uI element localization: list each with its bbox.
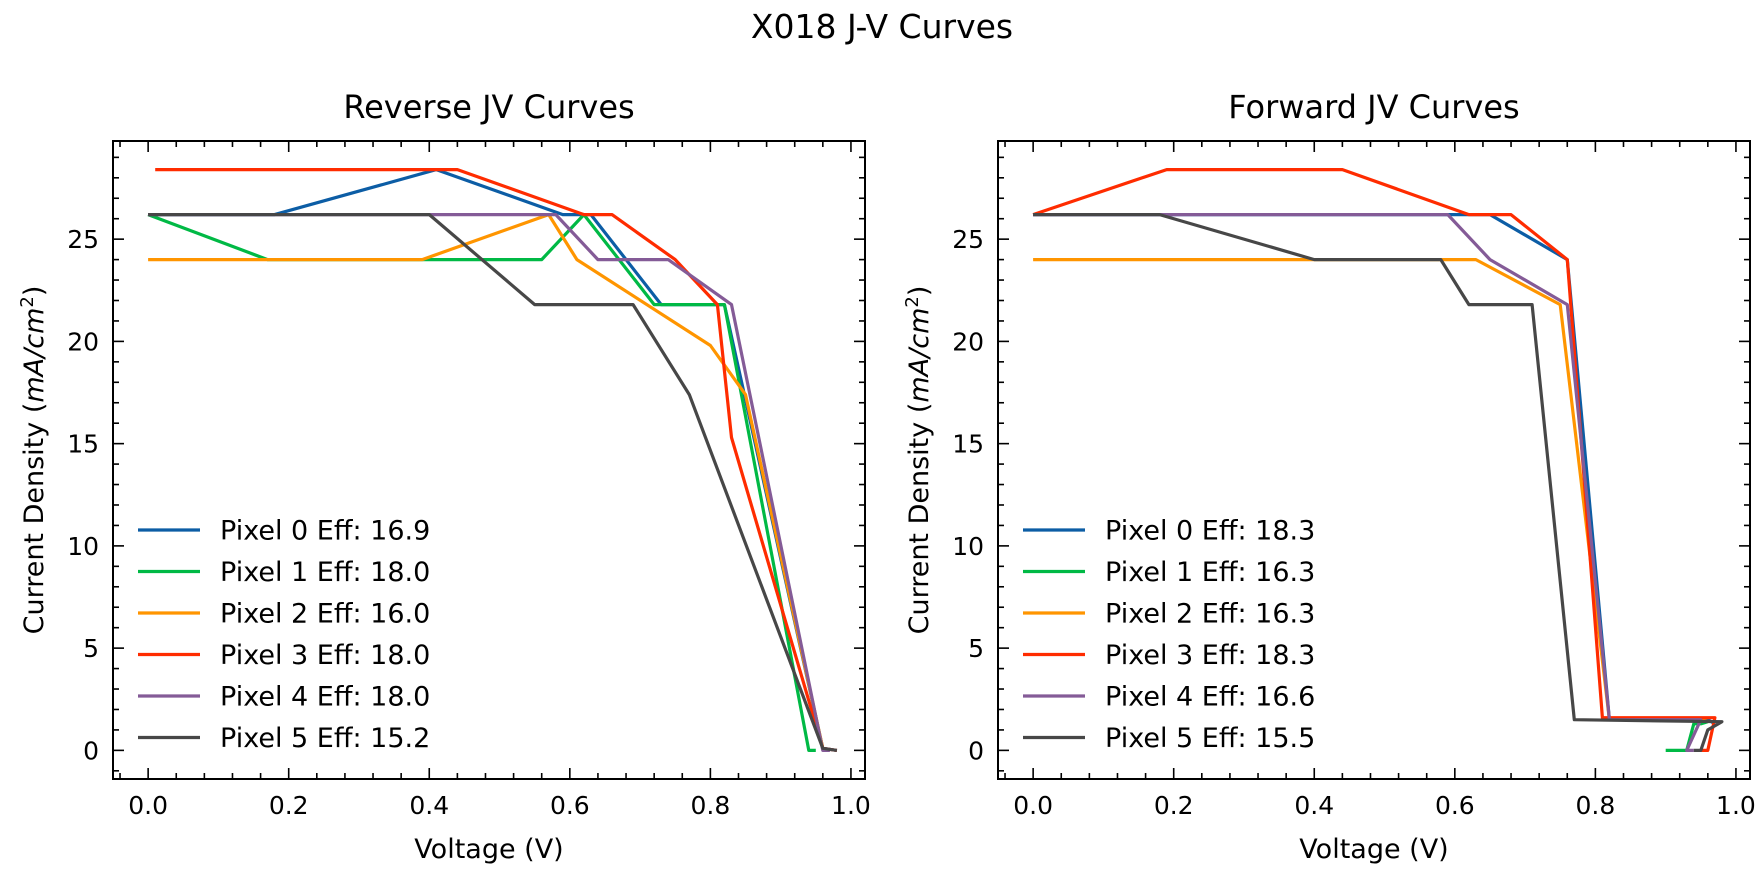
x-tick-label: 0.6: [1435, 791, 1475, 820]
series-line-1: [1665, 720, 1709, 753]
legend-label: Pixel 5 Eff: 15.2: [220, 723, 430, 754]
legend-label: Pixel 4 Eff: 18.0: [220, 682, 430, 713]
series-line-4: [148, 213, 830, 753]
x-tick-label: 1.0: [831, 791, 871, 820]
y-tick-label: 5: [968, 634, 984, 663]
x-tick-label: 0.6: [550, 791, 590, 820]
legend-label: Pixel 5 Eff: 15.5: [1105, 723, 1315, 754]
series-line-5: [1033, 213, 1724, 753]
y-axis-label-main: Current Density (: [904, 403, 935, 635]
x-tick-label: 0.8: [691, 791, 731, 820]
y-axis-label-exponent: 2: [902, 296, 923, 307]
x-tick-label: 1.0: [1716, 791, 1756, 820]
legend: Pixel 0 Eff: 18.3 Pixel 1 Eff: 16.3 Pixel …: [1023, 516, 1315, 754]
y-axis-label-main: Current Density (: [19, 403, 50, 635]
y-tick-label: 25: [67, 225, 99, 254]
plot-frame: [112, 140, 866, 780]
series-line-4: [1033, 213, 1703, 753]
x-axis-label: Voltage (V): [414, 834, 563, 865]
plot-frame: [997, 140, 1751, 780]
series-line-3: [1032, 168, 1717, 753]
legend: Pixel 0 Eff: 16.9 Pixel 1 Eff: 18.0 Pixel …: [138, 516, 430, 754]
y-tick-label: 25: [952, 225, 984, 254]
y-tick-label: 0: [968, 736, 984, 765]
y-tick-label: 10: [952, 532, 984, 561]
y-tick-label: 20: [67, 327, 99, 356]
y-axis-label: Current Density (mA/cm2): [902, 286, 935, 635]
series-group: [1032, 168, 1724, 753]
y-axis-label-close: ): [19, 286, 50, 297]
x-tick-label: 0.4: [409, 791, 449, 820]
y-tick-label: 20: [952, 327, 984, 356]
panels: Reverse JV Curves 0.0 0.2 0.4 0.6 0.8 1.0 0 5 10 1…: [17, 88, 1756, 865]
y-tick-label: 10: [67, 532, 99, 561]
y-tick-label: 15: [67, 430, 99, 459]
y-tick-label: 5: [83, 634, 99, 663]
legend-label: Pixel 0 Eff: 16.9: [220, 516, 430, 547]
series-line-3: [155, 168, 838, 752]
legend-label: Pixel 3 Eff: 18.0: [220, 640, 430, 671]
series-line-5: [148, 213, 838, 752]
chart-title: Reverse JV Curves: [343, 88, 634, 126]
legend-label: Pixel 2 Eff: 16.0: [220, 599, 430, 630]
figure-title: X018 J-V Curves: [751, 7, 1013, 46]
x-axis-label: Voltage (V): [1299, 834, 1448, 865]
y-axis-label-close: ): [904, 286, 935, 297]
x-tick-label: 0.8: [1576, 791, 1616, 820]
x-tick-label: 0.2: [1154, 791, 1194, 820]
x-tick-label: 0.2: [269, 791, 309, 820]
y-axis-label-unit: mA/cm: [904, 308, 935, 403]
chart-panel-0: Reverse JV Curves 0.0 0.2 0.4 0.6 0.8 1.0 0 5 10 1…: [17, 88, 871, 865]
legend-label: Pixel 3 Eff: 18.3: [1105, 640, 1315, 671]
legend-label: Pixel 0 Eff: 18.3: [1105, 516, 1315, 547]
y-axis-label: Current Density (mA/cm2): [17, 286, 50, 635]
series-group: [147, 168, 838, 753]
chart-title: Forward JV Curves: [1228, 88, 1519, 126]
y-tick-label: 0: [83, 736, 99, 765]
legend-label: Pixel 4 Eff: 16.6: [1105, 682, 1315, 713]
chart-panel-1: Forward JV Curves 0.0 0.2 0.4 0.6 0.8 1.0 0 5 10 1…: [902, 88, 1756, 865]
legend-label: Pixel 2 Eff: 16.3: [1105, 599, 1315, 630]
x-tick-label: 0.0: [1013, 791, 1053, 820]
legend-label: Pixel 1 Eff: 18.0: [220, 557, 430, 588]
x-tick-label: 0.4: [1294, 791, 1334, 820]
y-axis-label-exponent: 2: [17, 296, 38, 307]
y-axis-label-unit: mA/cm: [19, 308, 50, 403]
y-tick-label: 15: [952, 430, 984, 459]
x-tick-label: 0.0: [128, 791, 168, 820]
legend-label: Pixel 1 Eff: 16.3: [1105, 557, 1315, 588]
